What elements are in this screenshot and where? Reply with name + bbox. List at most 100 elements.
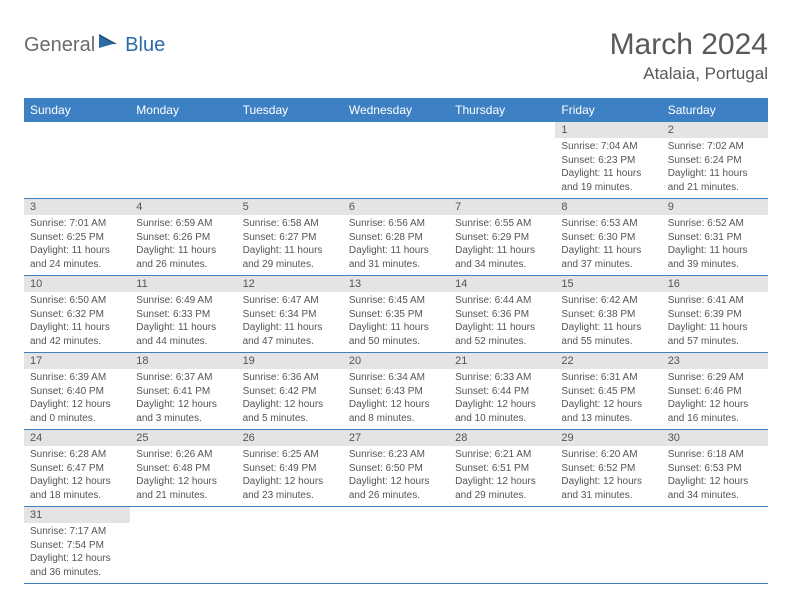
sunrise: Sunrise: 6:18 AM [668,448,762,462]
day-details: Sunrise: 6:55 AMSunset: 6:29 PMDaylight:… [449,215,555,275]
sunrise: Sunrise: 6:23 AM [349,448,443,462]
day-details: Sunrise: 6:42 AMSunset: 6:38 PMDaylight:… [555,292,661,352]
day-details: Sunrise: 6:33 AMSunset: 6:44 PMDaylight:… [449,369,555,429]
sunrise: Sunrise: 6:34 AM [349,371,443,385]
month-title: March 2024 [610,28,768,62]
day-number: 18 [130,353,236,369]
daylight: Daylight: 12 hours and 13 minutes. [561,398,655,425]
calendar-cell: 15Sunrise: 6:42 AMSunset: 6:38 PMDayligh… [555,276,661,353]
calendar-row: 17Sunrise: 6:39 AMSunset: 6:40 PMDayligh… [24,353,768,430]
day-number: 6 [343,199,449,215]
calendar-table: SundayMondayTuesdayWednesdayThursdayFrid… [24,98,768,584]
day-number: 27 [343,430,449,446]
sunset: Sunset: 6:39 PM [668,308,762,322]
day-number: 2 [662,122,768,138]
daylight: Daylight: 12 hours and 23 minutes. [243,475,337,502]
day-number: 11 [130,276,236,292]
day-number: 9 [662,199,768,215]
sunrise: Sunrise: 6:45 AM [349,294,443,308]
daylight: Daylight: 12 hours and 34 minutes. [668,475,762,502]
calendar-row: 24Sunrise: 6:28 AMSunset: 6:47 PMDayligh… [24,430,768,507]
day-details: Sunrise: 6:41 AMSunset: 6:39 PMDaylight:… [662,292,768,352]
daylight: Daylight: 11 hours and 29 minutes. [243,244,337,271]
sunset: Sunset: 6:31 PM [668,231,762,245]
day-details: Sunrise: 6:26 AMSunset: 6:48 PMDaylight:… [130,446,236,506]
daylight: Daylight: 12 hours and 10 minutes. [455,398,549,425]
day-number: 17 [24,353,130,369]
day-number: 5 [237,199,343,215]
sunset: Sunset: 6:24 PM [668,154,762,168]
sunrise: Sunrise: 7:17 AM [30,525,124,539]
day-details: Sunrise: 6:31 AMSunset: 6:45 PMDaylight:… [555,369,661,429]
calendar-cell: . [449,122,555,199]
sunrise: Sunrise: 6:44 AM [455,294,549,308]
calendar-cell: 3Sunrise: 7:01 AMSunset: 6:25 PMDaylight… [24,199,130,276]
sunrise: Sunrise: 6:26 AM [136,448,230,462]
daylight: Daylight: 11 hours and 34 minutes. [455,244,549,271]
day-details: Sunrise: 6:28 AMSunset: 6:47 PMDaylight:… [24,446,130,506]
day-details: Sunrise: 6:34 AMSunset: 6:43 PMDaylight:… [343,369,449,429]
sunrise: Sunrise: 6:36 AM [243,371,337,385]
sunset: Sunset: 6:49 PM [243,462,337,476]
day-details: Sunrise: 6:37 AMSunset: 6:41 PMDaylight:… [130,369,236,429]
day-details: Sunrise: 6:21 AMSunset: 6:51 PMDaylight:… [449,446,555,506]
sunrise: Sunrise: 6:31 AM [561,371,655,385]
sunset: Sunset: 6:29 PM [455,231,549,245]
calendar-cell: . [343,122,449,199]
calendar-cell: 20Sunrise: 6:34 AMSunset: 6:43 PMDayligh… [343,353,449,430]
sunrise: Sunrise: 6:25 AM [243,448,337,462]
daylight: Daylight: 11 hours and 50 minutes. [349,321,443,348]
calendar-cell: 6Sunrise: 6:56 AMSunset: 6:28 PMDaylight… [343,199,449,276]
day-header-tuesday: Tuesday [237,98,343,122]
calendar-cell [343,507,449,584]
calendar-row: .....1Sunrise: 7:04 AMSunset: 6:23 PMDay… [24,122,768,199]
day-number: 7 [449,199,555,215]
calendar-cell [237,507,343,584]
sunset: Sunset: 6:32 PM [30,308,124,322]
sunset: Sunset: 6:33 PM [136,308,230,322]
calendar-cell: 11Sunrise: 6:49 AMSunset: 6:33 PMDayligh… [130,276,236,353]
daylight: Daylight: 11 hours and 31 minutes. [349,244,443,271]
logo-text-blue: Blue [125,34,165,57]
calendar-row: 3Sunrise: 7:01 AMSunset: 6:25 PMDaylight… [24,199,768,276]
calendar-cell: 2Sunrise: 7:02 AMSunset: 6:24 PMDaylight… [662,122,768,199]
calendar-cell [130,507,236,584]
calendar-cell: 9Sunrise: 6:52 AMSunset: 6:31 PMDaylight… [662,199,768,276]
day-number: 15 [555,276,661,292]
calendar-cell: 13Sunrise: 6:45 AMSunset: 6:35 PMDayligh… [343,276,449,353]
day-details: Sunrise: 6:45 AMSunset: 6:35 PMDaylight:… [343,292,449,352]
logo-text-general: General [24,34,95,57]
day-details: Sunrise: 7:01 AMSunset: 6:25 PMDaylight:… [24,215,130,275]
day-number: 22 [555,353,661,369]
daylight: Daylight: 11 hours and 55 minutes. [561,321,655,348]
day-details: Sunrise: 6:25 AMSunset: 6:49 PMDaylight:… [237,446,343,506]
sunrise: Sunrise: 6:42 AM [561,294,655,308]
day-details: Sunrise: 7:02 AMSunset: 6:24 PMDaylight:… [662,138,768,198]
day-number: 1 [555,122,661,138]
calendar-cell: 30Sunrise: 6:18 AMSunset: 6:53 PMDayligh… [662,430,768,507]
calendar-cell: 8Sunrise: 6:53 AMSunset: 6:30 PMDaylight… [555,199,661,276]
calendar-cell: 4Sunrise: 6:59 AMSunset: 6:26 PMDaylight… [130,199,236,276]
daylight: Daylight: 11 hours and 24 minutes. [30,244,124,271]
calendar-cell: 19Sunrise: 6:36 AMSunset: 6:42 PMDayligh… [237,353,343,430]
sunset: Sunset: 6:34 PM [243,308,337,322]
sunrise: Sunrise: 6:41 AM [668,294,762,308]
daylight: Daylight: 11 hours and 37 minutes. [561,244,655,271]
calendar-cell: . [130,122,236,199]
day-number: 8 [555,199,661,215]
daylight: Daylight: 12 hours and 16 minutes. [668,398,762,425]
sunset: Sunset: 6:23 PM [561,154,655,168]
daylight: Daylight: 12 hours and 0 minutes. [30,398,124,425]
day-header-saturday: Saturday [662,98,768,122]
day-number: 12 [237,276,343,292]
day-header-wednesday: Wednesday [343,98,449,122]
daylight: Daylight: 12 hours and 18 minutes. [30,475,124,502]
sunrise: Sunrise: 7:04 AM [561,140,655,154]
sunset: Sunset: 6:45 PM [561,385,655,399]
sunset: Sunset: 6:47 PM [30,462,124,476]
daylight: Daylight: 12 hours and 21 minutes. [136,475,230,502]
calendar-cell: 5Sunrise: 6:58 AMSunset: 6:27 PMDaylight… [237,199,343,276]
sunrise: Sunrise: 6:49 AM [136,294,230,308]
sunrise: Sunrise: 6:28 AM [30,448,124,462]
sunrise: Sunrise: 6:58 AM [243,217,337,231]
